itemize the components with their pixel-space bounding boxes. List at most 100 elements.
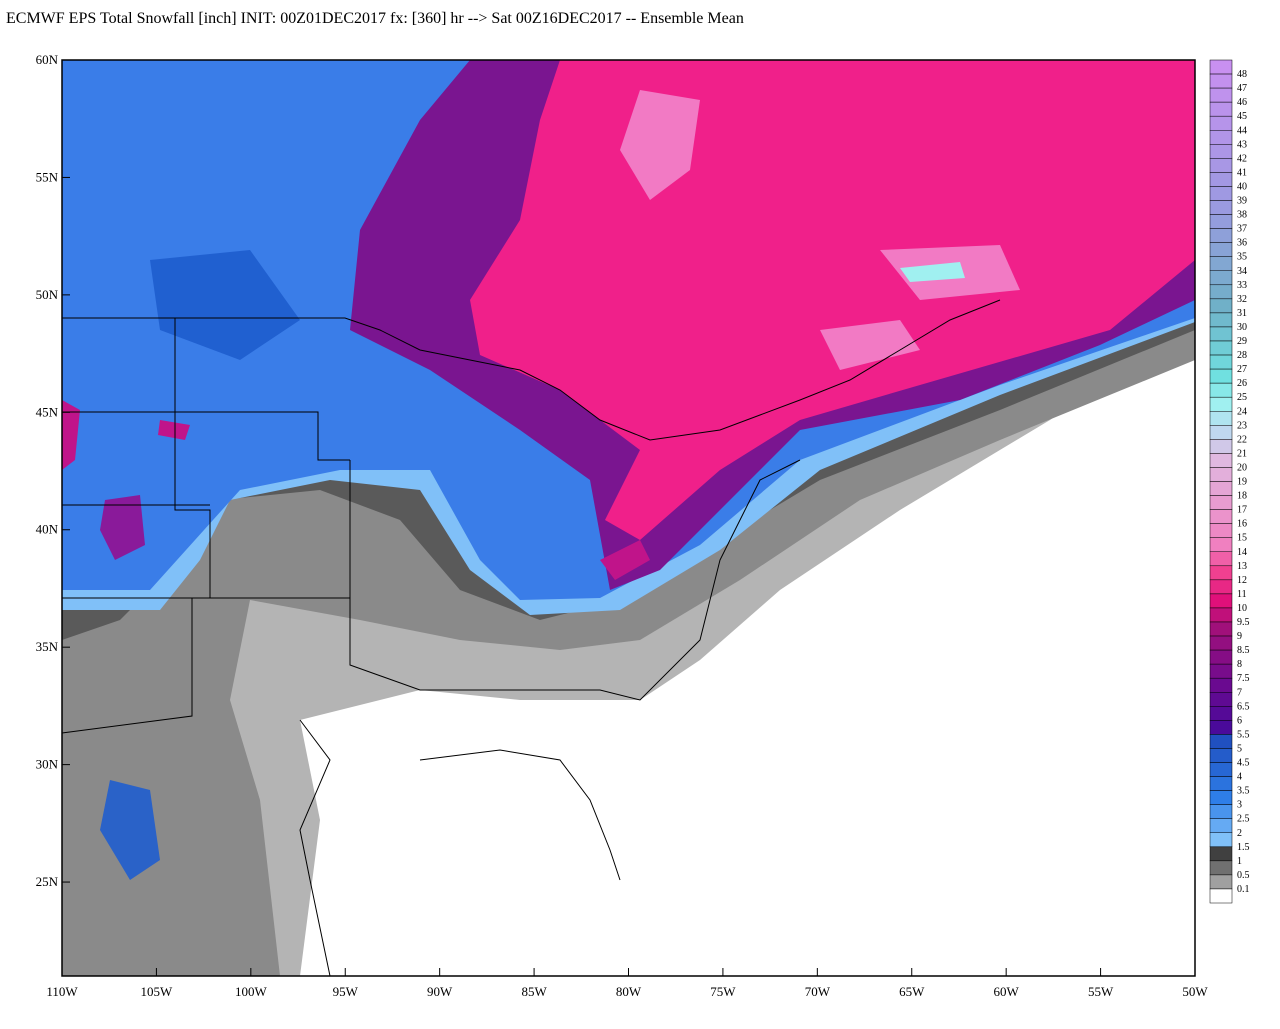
colorbar-box	[1209, 284, 1233, 300]
colorbar-label: 33	[1237, 280, 1247, 291]
colorbar-label: 38	[1237, 210, 1247, 221]
title: ECMWF EPS Total Snowfall [inch] INIT: 00…	[6, 10, 744, 27]
lon-label: 60W	[994, 984, 1020, 999]
colorbar-label: 0.1	[1237, 884, 1250, 895]
colorbar-box	[1209, 453, 1233, 468]
colorbar-box	[1209, 256, 1233, 272]
colorbar-label: 47	[1237, 83, 1247, 94]
colorbar-box	[1209, 762, 1233, 777]
colorbar-label: 27	[1237, 364, 1247, 375]
colorbar-label: 11	[1237, 589, 1247, 600]
colorbar-box	[1209, 537, 1233, 553]
colorbar-label: 8.5	[1237, 645, 1250, 656]
colorbar-label: 2	[1237, 828, 1242, 839]
colorbar-box	[1209, 776, 1233, 791]
colorbar-label: 18	[1237, 491, 1247, 502]
colorbar-label: 39	[1237, 196, 1247, 207]
colorbar-label: 43	[1237, 139, 1247, 150]
colorbar-box	[1209, 663, 1233, 679]
colorbar-label: 5.5	[1237, 729, 1250, 740]
colorbar-label: 9.5	[1237, 617, 1250, 628]
colorbar-label: 1	[1237, 856, 1242, 867]
colorbar-box	[1209, 832, 1233, 848]
colorbar-label: 6	[1237, 715, 1242, 726]
lon-label: 70W	[805, 984, 831, 999]
lon-label: 90W	[427, 984, 453, 999]
colorbar-label: 42	[1237, 153, 1247, 164]
colorbar-box	[1209, 158, 1233, 173]
colorbar-box	[1209, 73, 1233, 89]
colorbar-label: 31	[1237, 308, 1247, 319]
colorbar-box	[1209, 312, 1233, 328]
colorbar-label: 16	[1237, 519, 1247, 530]
lon-label: 65W	[899, 984, 925, 999]
colorbar-box	[1209, 368, 1233, 384]
colorbar-box	[1209, 635, 1233, 651]
colorbar-label: 48	[1237, 69, 1247, 80]
snowfall-field	[62, 60, 1195, 976]
colorbar-label: 45	[1237, 111, 1247, 122]
colorbar-label: 41	[1237, 167, 1247, 178]
lat-label: 45N	[36, 404, 59, 419]
colorbar-label: 3	[1237, 800, 1242, 811]
colorbar-box	[1209, 115, 1233, 131]
colorbar-box	[1209, 326, 1233, 342]
colorbar-label: 28	[1237, 350, 1247, 361]
colorbar-label: 15	[1237, 533, 1247, 544]
colorbar-box	[1209, 354, 1233, 370]
colorbar-box	[1209, 270, 1233, 286]
colorbar-label: 3.5	[1237, 786, 1250, 797]
colorbar-box	[1209, 607, 1233, 623]
colorbar-box	[1209, 130, 1233, 145]
colorbar-label: 26	[1237, 378, 1247, 389]
lon-label: 85W	[521, 984, 547, 999]
colorbar-box	[1209, 706, 1233, 721]
colorbar-box	[1209, 818, 1233, 834]
colorbar-label: 36	[1237, 238, 1247, 249]
colorbar-label: 4.5	[1237, 758, 1250, 769]
colorbar-box	[1209, 411, 1233, 426]
colorbar-label: 25	[1237, 392, 1247, 403]
colorbar-box	[1209, 888, 1233, 904]
colorbar-label: 7.5	[1237, 673, 1250, 684]
colorbar-box	[1209, 621, 1233, 637]
colorbar-box	[1209, 200, 1233, 215]
colorbar-label: 4	[1237, 772, 1242, 783]
colorbar-label: 13	[1237, 561, 1247, 572]
lat-label: 35N	[36, 639, 59, 654]
colorbar-label: 10	[1237, 603, 1247, 614]
colorbar-box	[1209, 467, 1233, 482]
colorbar-box	[1209, 425, 1233, 440]
colorbar-box	[1209, 593, 1233, 609]
colorbar-label: 2.5	[1237, 814, 1250, 825]
colorbar-box	[1209, 846, 1233, 862]
colorbar-box	[1209, 172, 1233, 187]
colorbar-label: 29	[1237, 336, 1247, 347]
colorbar-label: 21	[1237, 448, 1247, 459]
colorbar-box	[1209, 748, 1233, 763]
lon-label: 80W	[616, 984, 642, 999]
colorbar-label: 0.5	[1237, 870, 1250, 881]
colorbar-box	[1209, 649, 1233, 665]
lon-label: 100W	[235, 984, 268, 999]
colorbar-label: 35	[1237, 252, 1247, 263]
colorbar-label: 17	[1237, 505, 1247, 516]
colorbar-box	[1209, 298, 1233, 314]
colorbar-box	[1209, 790, 1233, 805]
colorbar-box	[1209, 734, 1233, 749]
lat-label: 25N	[36, 874, 59, 889]
colorbar-box	[1209, 340, 1233, 356]
colorbar-label: 12	[1237, 575, 1247, 586]
colorbar-label: 19	[1237, 477, 1247, 488]
lat-label: 40N	[36, 522, 59, 537]
lon-label: 95W	[333, 984, 359, 999]
colorbar-label: 6.5	[1237, 701, 1250, 712]
colorbar-label: 40	[1237, 181, 1247, 192]
colorbar-label: 20	[1237, 462, 1247, 473]
colorbar-label: 5	[1237, 743, 1242, 754]
colorbar-box	[1209, 481, 1233, 496]
lat-label: 55N	[36, 169, 59, 184]
colorbar-label: 34	[1237, 266, 1247, 277]
colorbar-box	[1209, 59, 1233, 75]
colorbar-box	[1209, 144, 1233, 159]
